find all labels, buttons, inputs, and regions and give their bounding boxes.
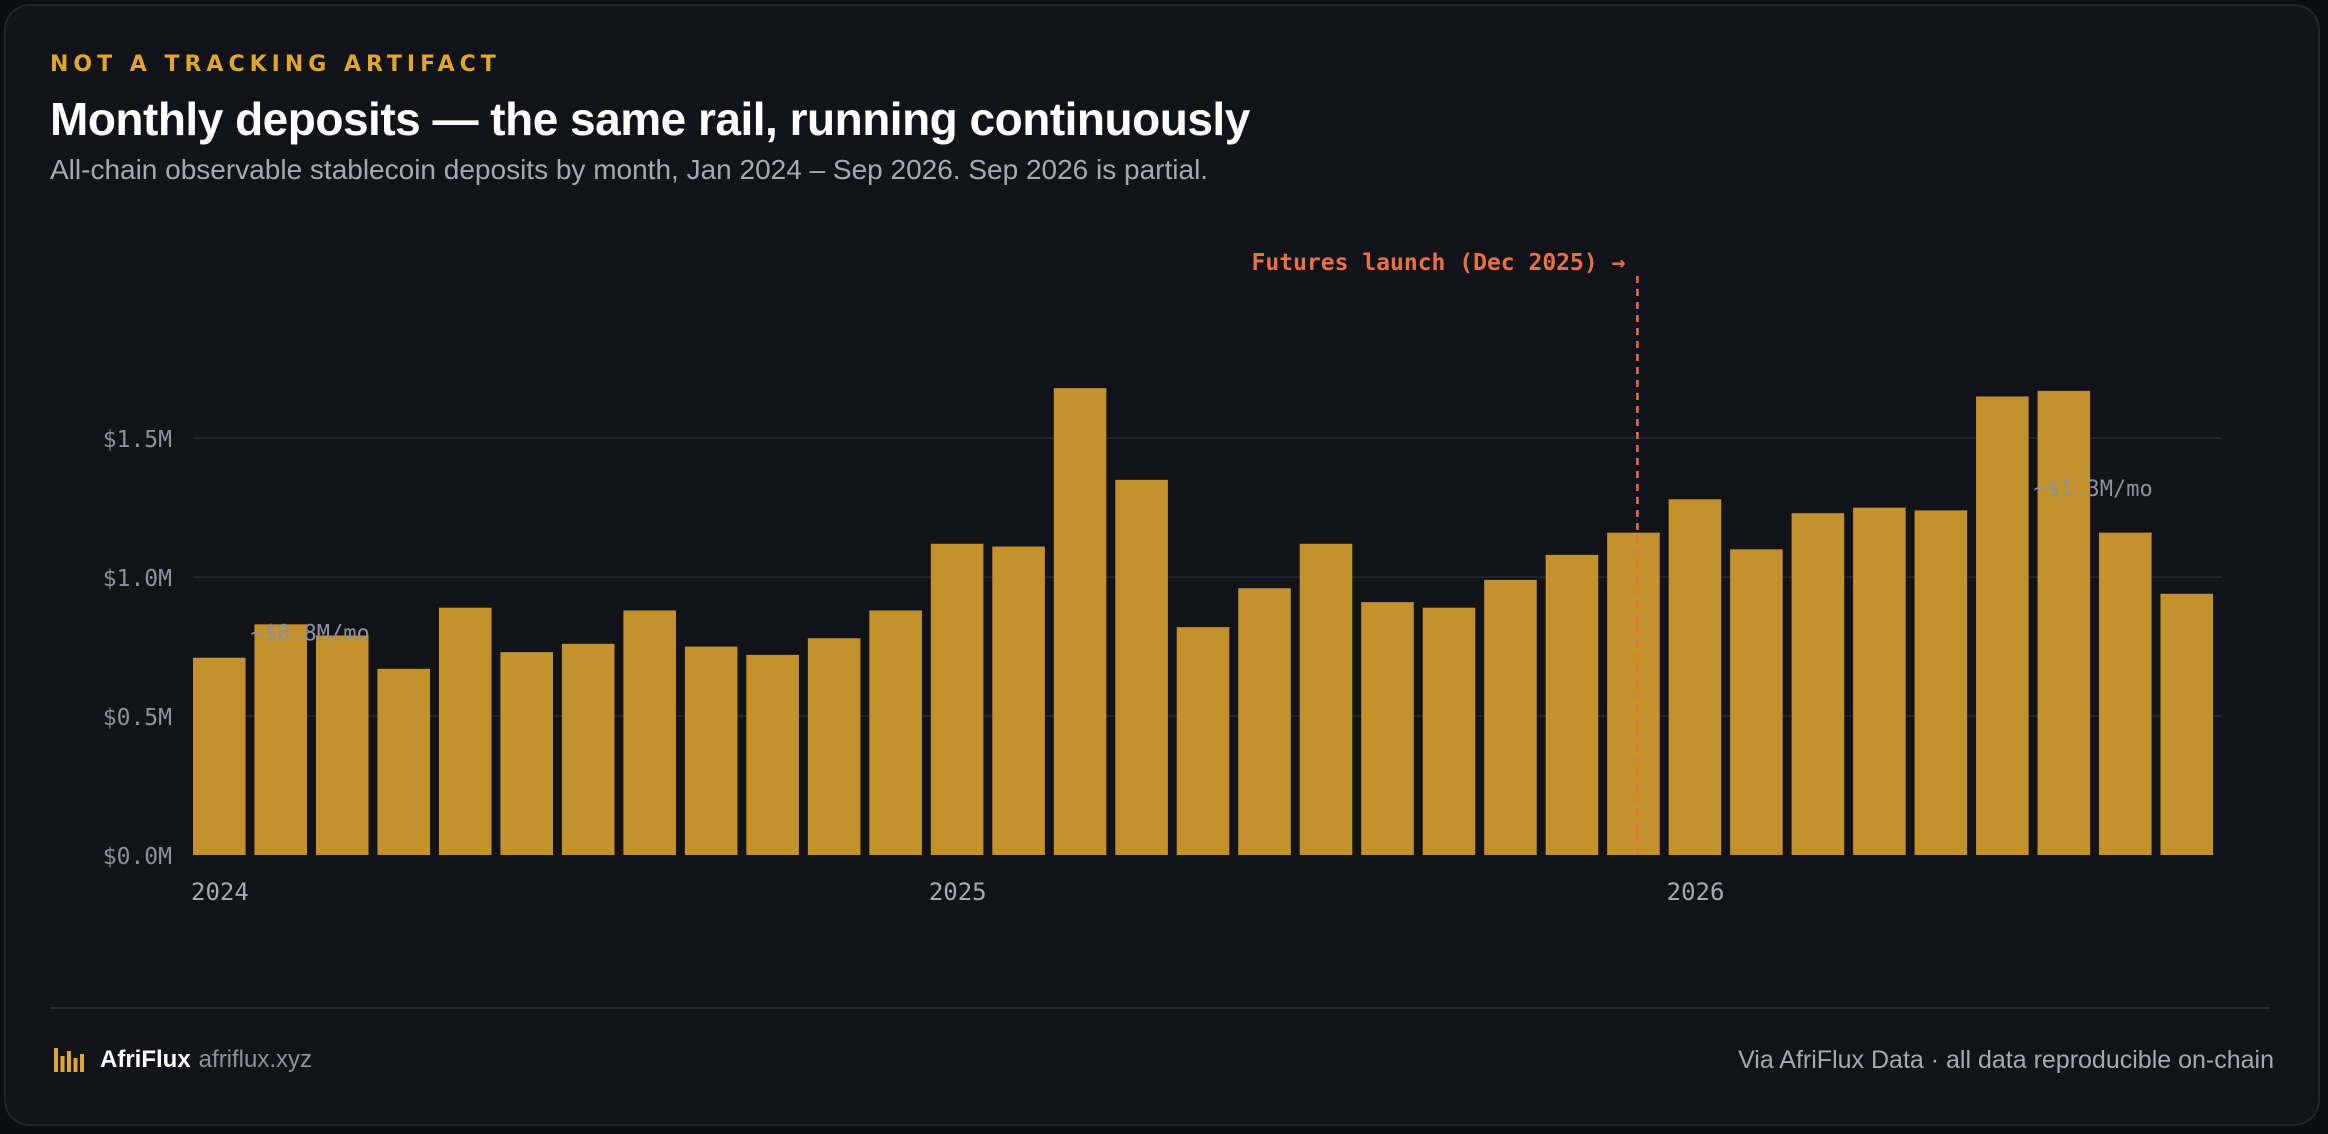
bar	[807, 638, 861, 855]
bar-chart: $0.0M $0.5M $1.0M $1.5M Futures launch (Dec…	[103, 250, 2222, 906]
bar	[438, 607, 492, 855]
bar	[623, 610, 676, 855]
y-tick-label: $1.5M	[103, 427, 172, 453]
bar	[1668, 499, 1722, 855]
bar	[869, 610, 922, 855]
bar	[1484, 579, 1537, 855]
average-label: ~$1.3M/mo	[2034, 477, 2153, 502]
chart-title: Monthly deposits — the same rail, runnin…	[50, 93, 1250, 145]
bar	[377, 668, 431, 855]
footer-divider	[50, 1007, 2270, 1009]
bar	[315, 635, 369, 855]
bar-chart-logo-icon	[54, 1048, 84, 1072]
brand: AfriFlux afriflux.xyz	[54, 1046, 312, 1074]
bar	[1607, 532, 1660, 855]
x-tick-label: 2025	[929, 878, 987, 906]
bars	[193, 388, 2214, 855]
event-label: Futures launch (Dec 2025) →	[1252, 250, 1626, 276]
bar	[992, 546, 1045, 855]
bar	[1914, 510, 1968, 855]
source-note: Via AfriFlux Data · all data reproducibl…	[1738, 1046, 2274, 1074]
bar	[1791, 513, 1845, 855]
bar	[254, 624, 308, 855]
bar	[1976, 396, 2029, 855]
x-tick-label: 2026	[1667, 878, 1725, 906]
bar	[930, 543, 984, 855]
x-tick-label: 2024	[191, 878, 249, 906]
bar	[1361, 602, 1414, 855]
bar	[1115, 479, 1168, 855]
bar	[2160, 593, 2214, 855]
brand-name: AfriFlux	[100, 1046, 191, 1073]
y-tick-label: $0.0M	[103, 844, 172, 870]
bar	[684, 646, 738, 855]
y-tick-label: $0.5M	[103, 705, 172, 731]
bar	[2037, 390, 2091, 855]
bar	[1545, 554, 1599, 855]
y-axis: $0.0M $0.5M $1.0M $1.5M	[103, 427, 172, 870]
bar	[1299, 543, 1353, 855]
bar	[193, 657, 246, 855]
bar	[1422, 607, 1476, 855]
bar	[1053, 388, 1107, 855]
chart-subtitle: All-chain observable stablecoin deposits…	[50, 154, 1209, 185]
brand-url[interactable]: afriflux.xyz	[198, 1046, 313, 1073]
bar	[1853, 507, 1906, 855]
bar	[561, 643, 615, 855]
y-tick-label: $1.0M	[103, 566, 172, 592]
bar	[1730, 549, 1783, 855]
bar	[746, 654, 799, 855]
bar	[1238, 588, 1291, 855]
bar	[2099, 532, 2152, 855]
annotations: Futures launch (Dec 2025) → ~$0.8M/mo ~$1.…	[250, 250, 2153, 855]
x-axis: 2024 2025 2026	[191, 878, 1724, 906]
kicker-label: NOT A TRACKING ARTIFACT	[50, 52, 501, 77]
bar	[1176, 627, 1230, 855]
bar	[500, 652, 553, 855]
average-label: ~$0.8M/mo	[250, 622, 369, 647]
